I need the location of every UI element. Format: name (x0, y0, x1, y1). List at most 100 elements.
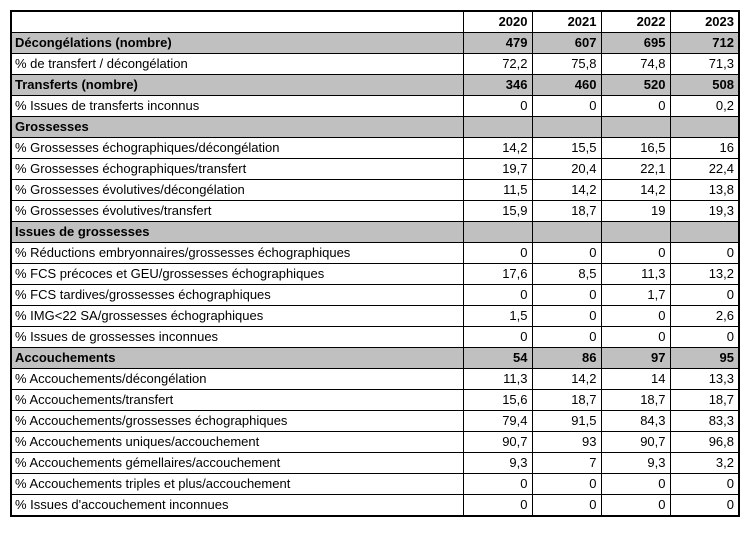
value-cell (531, 221, 602, 243)
data-row: % FCS tardives/grossesses échographiques… (10, 284, 740, 306)
row-label: % FCS tardives/grossesses échographiques (10, 284, 464, 306)
value-cell: 54 (462, 347, 533, 369)
value-cell: 508 (669, 74, 740, 96)
value-cell: 0 (531, 284, 602, 306)
data-row: % Accouchements/décongélation 11,3 14,2 14 1… (10, 368, 740, 390)
data-row: % IMG<22 SA/grossesses échographiques 1,5… (10, 305, 740, 327)
value-cell: 71,3 (669, 53, 740, 75)
row-label: % Accouchements/transfert (10, 389, 464, 411)
section-row: Issues de grossesses (10, 221, 740, 243)
value-cell: 90,7 (462, 431, 533, 453)
value-cell: 2,6 (669, 305, 740, 327)
value-cell: 0 (462, 284, 533, 306)
value-cell: 83,3 (669, 410, 740, 432)
value-cell: 0 (669, 242, 740, 264)
section-row: Grossesses (10, 116, 740, 138)
row-label: % Grossesses évolutives/décongélation (10, 179, 464, 201)
row-label: % Grossesses évolutives/transfert (10, 200, 464, 222)
year-header: 2023 (669, 10, 740, 33)
value-cell: 14,2 (531, 368, 602, 390)
data-row: % Accouchements/grossesses échographique… (10, 410, 740, 432)
value-cell: 0 (669, 473, 740, 495)
data-row: % Issues d'accouchement inconnues 0 0 0 0 (10, 494, 740, 517)
data-row: % Issues de grossesses inconnues 0 0 0 0 (10, 326, 740, 348)
value-cell: 13,2 (669, 263, 740, 285)
value-cell: 0 (531, 326, 602, 348)
value-cell: 0 (600, 494, 671, 517)
value-cell: 18,7 (669, 389, 740, 411)
value-cell: 0 (669, 284, 740, 306)
value-cell: 0,2 (669, 95, 740, 117)
value-cell: 15,6 (462, 389, 533, 411)
row-label: % Issues de transferts inconnus (10, 95, 464, 117)
value-cell: 346 (462, 74, 533, 96)
value-cell (600, 221, 671, 243)
header-row: 2020 2021 2022 2023 (10, 10, 740, 33)
data-row: % Grossesses échographiques/transfert 19,… (10, 158, 740, 180)
value-cell (531, 116, 602, 138)
value-cell: 9,3 (462, 452, 533, 474)
value-cell: 0 (462, 242, 533, 264)
value-cell (669, 221, 740, 243)
row-label: Décongélations (nombre) (10, 32, 464, 54)
value-cell (462, 221, 533, 243)
corner-cell (10, 10, 464, 33)
year-header: 2020 (462, 10, 533, 33)
value-cell: 520 (600, 74, 671, 96)
row-label: % Accouchements/décongélation (10, 368, 464, 390)
row-label: % FCS précoces et GEU/grossesses échogra… (10, 263, 464, 285)
value-cell: 0 (462, 95, 533, 117)
value-cell: 0 (600, 326, 671, 348)
value-cell: 16,5 (600, 137, 671, 159)
value-cell: 479 (462, 32, 533, 54)
value-cell: 13,8 (669, 179, 740, 201)
value-cell: 74,8 (600, 53, 671, 75)
value-cell: 13,3 (669, 368, 740, 390)
value-cell: 0 (669, 494, 740, 517)
value-cell: 3,2 (669, 452, 740, 474)
row-label: % Accouchements/grossesses échographique… (10, 410, 464, 432)
value-cell: 0 (669, 326, 740, 348)
row-label: % de transfert / décongélation (10, 53, 464, 75)
row-label: % Accouchements uniques/accouchement (10, 431, 464, 453)
value-cell: 90,7 (600, 431, 671, 453)
value-cell: 1,5 (462, 305, 533, 327)
value-cell: 1,7 (600, 284, 671, 306)
value-cell: 97 (600, 347, 671, 369)
data-row: % Accouchements gémellaires/accouchement… (10, 452, 740, 474)
value-cell: 14,2 (600, 179, 671, 201)
value-cell: 14 (600, 368, 671, 390)
value-cell: 14,2 (462, 137, 533, 159)
value-cell: 0 (531, 242, 602, 264)
value-cell: 11,3 (600, 263, 671, 285)
row-label: % Accouchements gémellaires/accouchement (10, 452, 464, 474)
value-cell (600, 116, 671, 138)
value-cell: 7 (531, 452, 602, 474)
value-cell: 22,4 (669, 158, 740, 180)
data-row: % Grossesses évolutives/transfert 15,9 18,… (10, 200, 740, 222)
value-cell: 0 (462, 494, 533, 517)
value-cell: 9,3 (600, 452, 671, 474)
statistics-table-container: 2020 2021 2022 2023 Décongélations (nombre)… (10, 10, 740, 517)
value-cell: 0 (462, 473, 533, 495)
value-cell: 91,5 (531, 410, 602, 432)
section-row: Accouchements 54 86 97 95 (10, 347, 740, 369)
data-row: % Grossesses évolutives/décongélation 11,… (10, 179, 740, 201)
year-header: 2021 (531, 10, 602, 33)
section-row: Transferts (nombre) 346 460 520 508 (10, 74, 740, 96)
value-cell: 75,8 (531, 53, 602, 75)
value-cell: 0 (600, 305, 671, 327)
value-cell: 15,5 (531, 137, 602, 159)
value-cell: 0 (600, 95, 671, 117)
row-label: Grossesses (10, 116, 464, 138)
value-cell: 0 (462, 326, 533, 348)
value-cell: 0 (600, 473, 671, 495)
value-cell: 0 (531, 95, 602, 117)
value-cell: 95 (669, 347, 740, 369)
row-label: Transferts (nombre) (10, 74, 464, 96)
value-cell: 17,6 (462, 263, 533, 285)
data-row: % de transfert / décongélation 72,2 75,8 74… (10, 53, 740, 75)
value-cell: 0 (531, 473, 602, 495)
row-label: Issues de grossesses (10, 221, 464, 243)
value-cell (462, 116, 533, 138)
